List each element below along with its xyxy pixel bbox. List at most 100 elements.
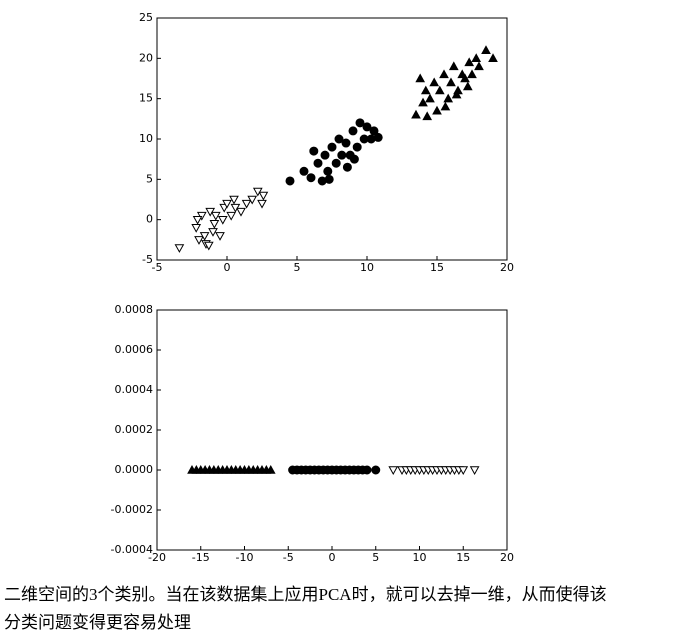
y-tick-label: -5	[142, 253, 153, 266]
point	[462, 81, 473, 91]
point	[324, 174, 334, 184]
x-tick-label: -20	[148, 551, 166, 564]
x-tick-label: 10	[360, 261, 374, 274]
point	[313, 158, 323, 168]
point	[440, 101, 451, 111]
point	[341, 138, 351, 148]
plot-frame	[156, 17, 508, 261]
x-tick-label: -5	[283, 551, 294, 564]
point	[229, 195, 239, 205]
point	[203, 241, 214, 251]
point	[174, 244, 185, 253]
point	[334, 134, 344, 144]
point	[199, 232, 210, 241]
x-tick-label: 0	[224, 261, 231, 274]
y-tick-label: 5	[146, 172, 153, 185]
point	[418, 97, 428, 107]
point	[471, 53, 482, 63]
point	[226, 211, 237, 221]
point	[420, 85, 431, 95]
point	[320, 150, 330, 160]
y-tick-label: 15	[139, 92, 153, 105]
x-tick-label: 10	[413, 551, 427, 564]
point	[337, 150, 347, 160]
x-tick-label: 15	[430, 261, 444, 274]
x-tick-label: 5	[372, 551, 379, 564]
point	[257, 199, 267, 209]
y-tick-label: 0.0002	[115, 423, 154, 436]
point	[306, 173, 316, 183]
point	[425, 93, 435, 103]
point	[443, 93, 454, 103]
point	[191, 224, 202, 233]
point	[215, 232, 225, 241]
point	[446, 77, 456, 87]
point	[247, 195, 258, 205]
point	[451, 89, 462, 99]
point	[217, 215, 228, 225]
point	[422, 111, 433, 121]
point	[429, 77, 440, 87]
point	[362, 122, 372, 132]
point	[241, 199, 252, 209]
point	[331, 158, 341, 168]
point	[236, 207, 246, 217]
point	[208, 228, 218, 237]
point	[439, 69, 449, 79]
point	[474, 61, 484, 71]
point	[373, 132, 383, 142]
point	[369, 126, 379, 136]
point	[434, 85, 445, 95]
point	[355, 118, 365, 128]
caption-line: 二维空间的3个类别。当在该数据集上应用PCA时，就可以去掉一维，从而使得该	[4, 584, 607, 604]
y-tick-label: 0.0000	[115, 463, 154, 476]
caption-line: 分类问题变得更容易处理	[4, 613, 191, 632]
point	[460, 73, 470, 83]
point	[432, 105, 442, 115]
y-tick-label: 25	[139, 11, 153, 24]
x-tick-label: -5	[152, 261, 163, 274]
x-tick-label: 0	[329, 551, 336, 564]
y-tick-label: 0	[146, 213, 153, 226]
y-tick-label: 0.0004	[115, 383, 154, 396]
point	[348, 126, 358, 136]
point	[467, 69, 477, 79]
point	[210, 211, 221, 221]
point	[209, 220, 220, 229]
point	[388, 466, 399, 476]
point	[194, 236, 204, 245]
y-tick-label: 20	[139, 51, 153, 64]
point	[192, 215, 203, 225]
point	[481, 45, 491, 54]
x-tick-label: -10	[236, 551, 254, 564]
point	[309, 146, 319, 156]
y-tick-label: 0.0008	[115, 303, 154, 316]
point	[488, 53, 498, 63]
x-tick-label: 5	[294, 261, 301, 274]
point	[265, 464, 276, 474]
point	[349, 154, 359, 164]
point	[464, 57, 475, 67]
point	[222, 199, 232, 209]
point	[458, 466, 469, 476]
x-tick-label: -15	[192, 551, 210, 564]
point	[327, 142, 337, 152]
y-tick-label: 0.0006	[115, 343, 154, 356]
point	[258, 191, 269, 201]
x-tick-label: 20	[500, 551, 514, 564]
point	[415, 73, 426, 83]
point	[362, 465, 372, 475]
point	[352, 142, 362, 152]
point	[342, 162, 352, 172]
x-tick-label: 20	[500, 261, 514, 274]
point	[371, 465, 381, 475]
point	[285, 176, 295, 186]
x-tick-label: 15	[456, 551, 470, 564]
point	[411, 109, 421, 119]
point	[299, 166, 309, 176]
plot-frame	[156, 309, 508, 551]
point	[448, 61, 459, 71]
point	[323, 166, 333, 176]
point	[469, 466, 480, 476]
